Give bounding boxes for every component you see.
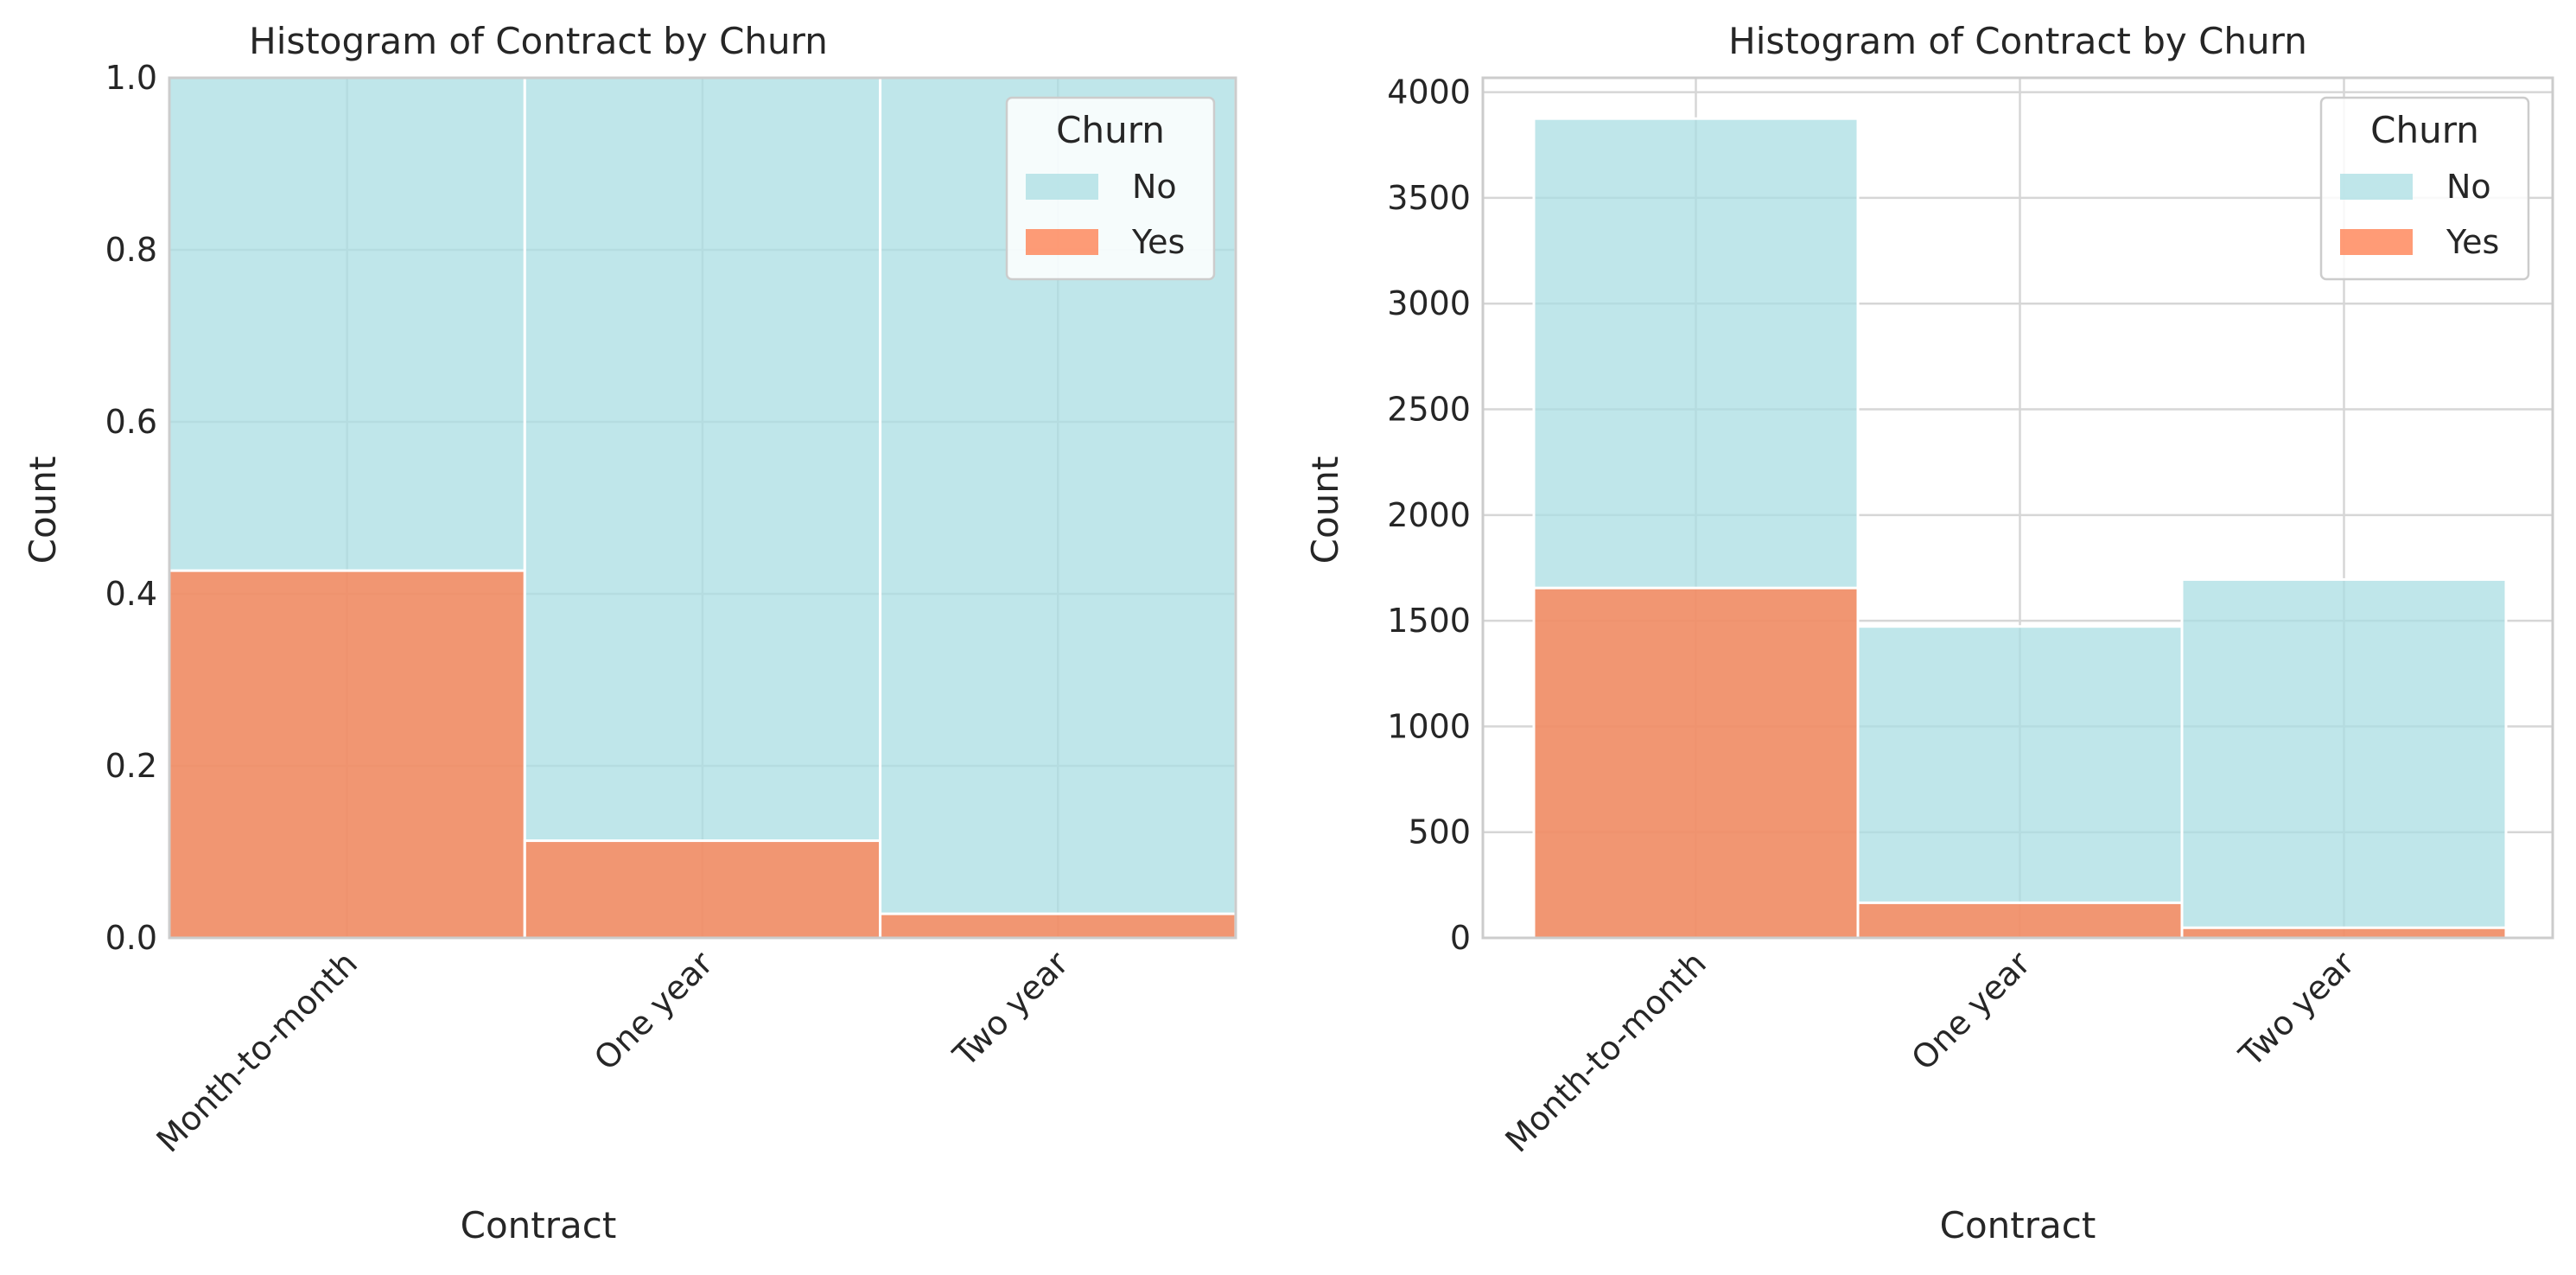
legend-swatch-no: [2340, 174, 2413, 200]
y-tick-label: 2000: [1387, 496, 1471, 534]
legend-items: No Yes: [1026, 168, 1185, 261]
y-ticks: 0.0 0.2 0.4 0.6 0.8 1.0: [105, 59, 157, 957]
legend-label: Yes: [1131, 223, 1185, 261]
plot-frame: [1481, 76, 2554, 940]
x-tick-label: One year: [1905, 944, 2039, 1078]
y-tick-label: 1.0: [105, 59, 157, 97]
legend-swatch-yes: [1026, 229, 1098, 255]
chart-title: Histogram of Contract by Churn: [1728, 20, 2307, 62]
x-ticks: Month-to-month One year Two year: [149, 944, 1076, 1160]
y-ticks: 0 500 1000 1500 2000 2500 3000 3500 4000: [1387, 73, 1471, 957]
x-tick-label: Two year: [2231, 944, 2362, 1074]
x-tick-label: Two year: [945, 944, 1076, 1074]
legend-items: No Yes: [2340, 168, 2499, 261]
legend: Churn No Yes: [2319, 96, 2530, 281]
y-tick-label: 0.2: [105, 747, 157, 785]
y-tick-label: 0: [1450, 919, 1471, 957]
legend-label: Yes: [2446, 223, 2499, 261]
bar-yes: [2180, 926, 2508, 940]
y-tick-label: 1000: [1387, 707, 1471, 745]
y-tick-label: 1500: [1387, 602, 1471, 640]
legend-label: No: [2446, 168, 2491, 206]
plot-frame: [168, 76, 1237, 940]
y-tick-label: 0.8: [105, 231, 157, 269]
y-tick-label: 3000: [1387, 284, 1471, 322]
legend-title: Churn: [1056, 109, 1165, 151]
bars: [168, 76, 1237, 940]
x-axis-label: Contract: [1940, 1204, 2096, 1246]
bar-yes: [168, 569, 526, 940]
bars: [1532, 117, 2508, 940]
bar-yes: [1856, 901, 2184, 940]
bar-no: [523, 76, 882, 940]
bar-yes: [523, 839, 882, 940]
x-tick-label: Month-to-month: [1498, 944, 1713, 1159]
bar-yes: [879, 912, 1237, 940]
y-tick-label: 4000: [1387, 73, 1471, 112]
legend: Churn No Yes: [1005, 96, 1216, 281]
legend-swatch-no: [1026, 174, 1098, 200]
y-tick-label: 0.4: [105, 575, 157, 613]
x-tick-label: Month-to-month: [149, 944, 365, 1159]
legend-label: No: [1132, 168, 1177, 206]
y-axis-label: Count: [1304, 456, 1346, 564]
chart-title: Histogram of Contract by Churn: [249, 20, 828, 62]
legend-title: Churn: [2370, 109, 2479, 151]
chart-right: Histogram of Contract by Churn 0 500 1000 1…: [1304, 20, 2554, 1246]
y-tick-label: 500: [1408, 813, 1471, 851]
bar-no: [1856, 625, 2184, 940]
y-tick-label: 0.0: [105, 919, 157, 957]
y-tick-label: 0.6: [105, 403, 157, 441]
y-tick-label: 3500: [1387, 179, 1471, 217]
chart-left: Histogram of Contract by Churn 0.0 0.2 0.4…: [22, 20, 1237, 1246]
legend-swatch-yes: [2340, 229, 2413, 255]
x-ticks: Month-to-month One year Two year: [1498, 944, 2362, 1160]
x-tick-label: One year: [587, 944, 721, 1078]
y-axis-label: Count: [22, 456, 64, 564]
bar-yes: [1532, 586, 1860, 940]
y-tick-label: 2500: [1387, 391, 1471, 429]
bar-no: [2180, 577, 2508, 940]
x-axis-label: Contract: [461, 1204, 617, 1246]
